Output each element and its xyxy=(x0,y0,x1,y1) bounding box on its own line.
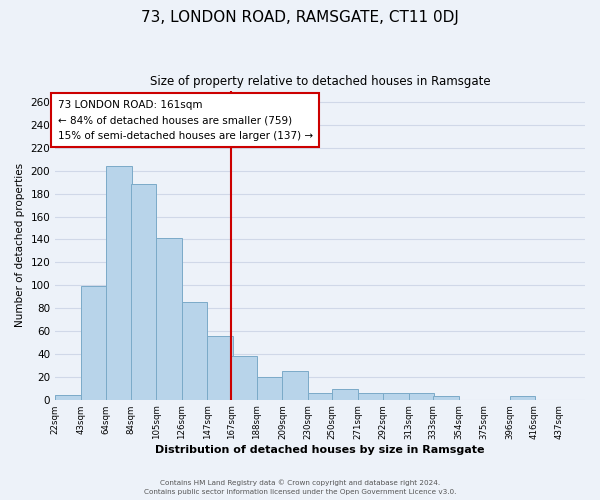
Bar xyxy=(80,286,106,400)
Bar xyxy=(55,395,80,400)
Bar xyxy=(106,166,132,400)
Text: 73 LONDON ROAD: 161sqm
← 84% of detached houses are smaller (759)
15% of semi-de: 73 LONDON ROAD: 161sqm ← 84% of detached… xyxy=(58,100,313,141)
Bar xyxy=(156,238,182,400)
Bar xyxy=(182,302,207,400)
Bar xyxy=(207,336,233,400)
Bar xyxy=(358,393,383,400)
Bar xyxy=(383,393,409,400)
Text: 73, LONDON ROAD, RAMSGATE, CT11 0DJ: 73, LONDON ROAD, RAMSGATE, CT11 0DJ xyxy=(141,10,459,25)
Bar xyxy=(332,390,358,400)
Title: Size of property relative to detached houses in Ramsgate: Size of property relative to detached ho… xyxy=(150,75,490,88)
Y-axis label: Number of detached properties: Number of detached properties xyxy=(15,163,25,327)
Bar xyxy=(283,371,308,400)
Bar xyxy=(131,184,156,400)
Bar xyxy=(433,396,458,400)
Bar xyxy=(409,393,434,400)
Bar xyxy=(308,393,334,400)
Bar xyxy=(257,377,283,400)
Bar xyxy=(509,396,535,400)
Bar xyxy=(232,356,257,400)
X-axis label: Distribution of detached houses by size in Ramsgate: Distribution of detached houses by size … xyxy=(155,445,485,455)
Text: Contains HM Land Registry data © Crown copyright and database right 2024.
Contai: Contains HM Land Registry data © Crown c… xyxy=(144,480,456,495)
